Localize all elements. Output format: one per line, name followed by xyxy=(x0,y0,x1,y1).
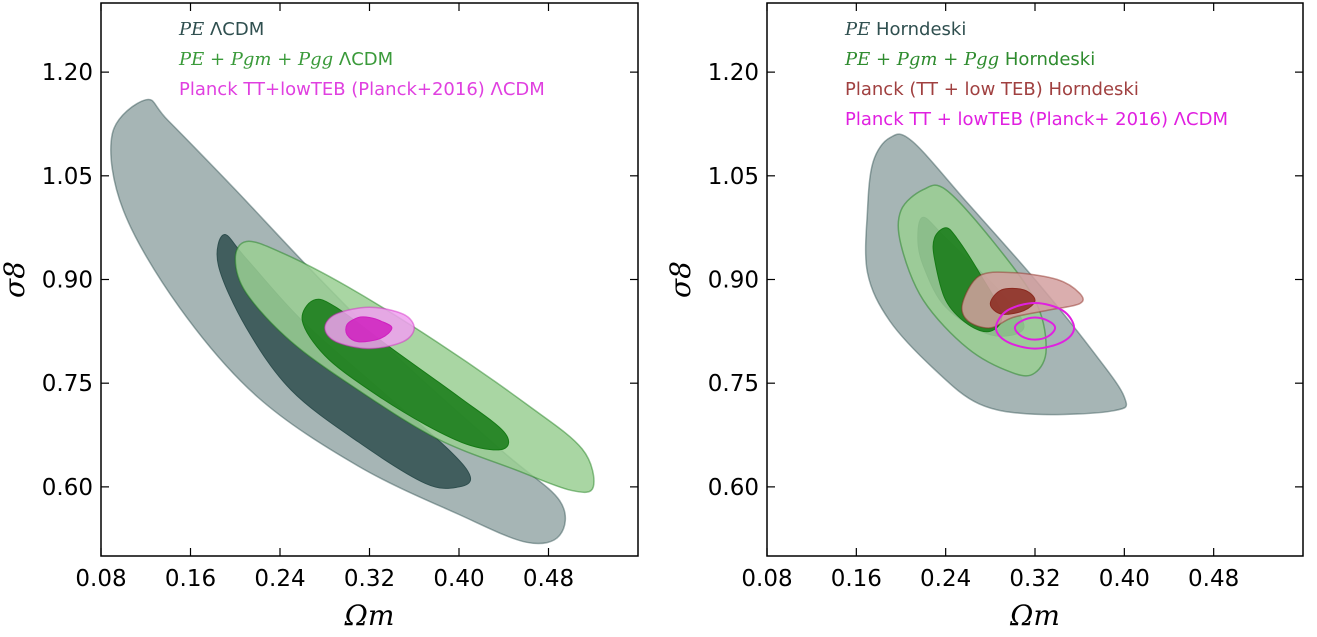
legend-entry: Planck TT + lowTEB (Planck+ 2016) ΛCDM xyxy=(845,109,1228,130)
x-tick-label: 0.40 xyxy=(433,566,484,592)
legend-entry: Planck TT+lowTEB (Planck+2016) ΛCDM xyxy=(179,79,545,100)
y-tick-label: 1.20 xyxy=(42,60,93,86)
series-2-inner-contour xyxy=(989,287,1036,315)
x-tick-label: 0.24 xyxy=(920,566,971,592)
x-tick-label: 0.48 xyxy=(523,566,574,592)
x-tick-label: 0.40 xyxy=(1099,566,1150,592)
legend-entry: PE ΛCDM xyxy=(178,19,264,40)
y-tick-label: 0.90 xyxy=(42,268,93,294)
x-tick-label: 0.24 xyxy=(254,566,305,592)
legend-entry: PE Horndeski xyxy=(844,19,966,40)
y-tick-label: 1.05 xyxy=(42,164,93,190)
y-tick-label: 0.60 xyxy=(708,475,759,501)
y-tick-label: 0.75 xyxy=(708,371,759,397)
y-tick-label: 0.90 xyxy=(708,268,759,294)
x-tick-label: 0.08 xyxy=(741,566,792,592)
legend-entry: PE + Pgm + Pgg Horndeski xyxy=(844,49,1095,70)
y-tick-label: 1.20 xyxy=(708,60,759,86)
x-tick-label: 0.16 xyxy=(165,566,216,592)
x-tick-label: 0.32 xyxy=(344,566,395,592)
left-panel-lcdm: 0.08 0.16 0.24 0.32 0.40 0.48 0.60 0.75 0.90 1.05… xyxy=(0,2,639,632)
x-axis-label: Ωm xyxy=(1009,599,1060,632)
x-tick-label: 0.32 xyxy=(1009,566,1060,592)
x-axis-label: Ωm xyxy=(344,599,395,632)
legend-entry: PE + Pgm + Pgg ΛCDM xyxy=(178,49,393,70)
y-tick-label: 0.60 xyxy=(42,475,93,501)
y-tick-label: 1.05 xyxy=(708,164,759,190)
x-tick-label: 0.16 xyxy=(831,566,882,592)
legend-entry: Planck (TT + low TEB) Horndeski xyxy=(845,79,1139,100)
line-series-0-inner-contour xyxy=(1013,316,1057,341)
line-series-0-outer-contour xyxy=(994,301,1076,350)
y-tick-label: 0.75 xyxy=(42,371,93,397)
series-2-inner-contour xyxy=(345,316,393,343)
right-panel-horndeski: 0.08 0.16 0.24 0.32 0.40 0.48 0.60 0.75 0.90 1.05… xyxy=(664,2,1304,632)
y-axis-label: σ8 xyxy=(664,261,697,298)
x-tick-label: 0.48 xyxy=(1188,566,1239,592)
plot-area xyxy=(110,98,595,545)
y-axis-label: σ8 xyxy=(0,261,31,298)
x-tick-label: 0.08 xyxy=(75,566,126,592)
plot-area xyxy=(864,133,1128,416)
